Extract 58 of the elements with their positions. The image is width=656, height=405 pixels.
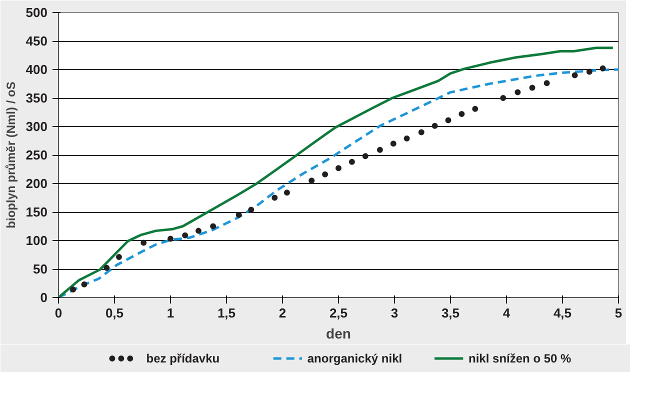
y-tick-label: 300 [26, 119, 48, 134]
point [348, 158, 355, 165]
x-tick-label: 5 [614, 306, 622, 320]
point [362, 153, 368, 160]
point [104, 264, 110, 271]
point [70, 286, 76, 293]
point [284, 190, 290, 196]
point [322, 171, 328, 178]
x-tick-label: 3 [390, 306, 398, 320]
legend-label: bez přídavku [146, 352, 220, 366]
point [600, 65, 606, 72]
point [81, 281, 88, 288]
x-tick-label: 1 [166, 306, 174, 320]
point [272, 194, 278, 201]
x-axis-title: den [326, 326, 351, 342]
point [458, 110, 465, 117]
y-tick-label: 50 [33, 262, 48, 276]
point [418, 129, 424, 136]
point [376, 146, 383, 153]
legend-label: nikl snížen o 50 % [468, 352, 572, 366]
y-axis-title: bioplyn průměr (Nml) / oS [4, 82, 18, 228]
point [445, 117, 452, 124]
y-tick-label: 200 [26, 176, 48, 191]
x-tick-label: 2,5 [329, 306, 348, 320]
y-tick-label: 400 [26, 62, 48, 77]
point [168, 236, 174, 242]
point [529, 84, 536, 91]
point [182, 232, 188, 238]
point [390, 140, 396, 147]
y-tick-label: 100 [26, 233, 48, 248]
point [572, 72, 578, 78]
point [196, 228, 202, 234]
x-tick-label: 3,5 [441, 306, 460, 320]
point [236, 212, 242, 218]
y-tick-label: 0 [40, 290, 48, 305]
point [140, 240, 147, 246]
point [544, 80, 550, 86]
point [210, 223, 216, 230]
x-tick-label: 0,5 [105, 306, 124, 320]
point [500, 95, 506, 101]
x-tick-label: 1,5 [217, 306, 236, 320]
x-tick-label: 2 [278, 306, 286, 320]
x-tick-label: 0 [54, 306, 62, 320]
y-tick-label: 250 [26, 148, 48, 162]
point [336, 165, 342, 172]
point [586, 68, 592, 75]
point [116, 254, 122, 260]
point [514, 89, 521, 96]
point [472, 106, 478, 112]
legend-label: anorganický nikl [307, 352, 402, 366]
x-tick-label: 4 [502, 306, 511, 320]
y-tick-label: 450 [26, 34, 48, 48]
y-tick-label: 500 [26, 5, 48, 20]
point [404, 135, 410, 142]
point [432, 122, 438, 129]
y-tick-label: 350 [26, 90, 48, 106]
x-tick-label: 4,5 [553, 306, 572, 320]
y-tick-label: 150 [26, 204, 48, 220]
